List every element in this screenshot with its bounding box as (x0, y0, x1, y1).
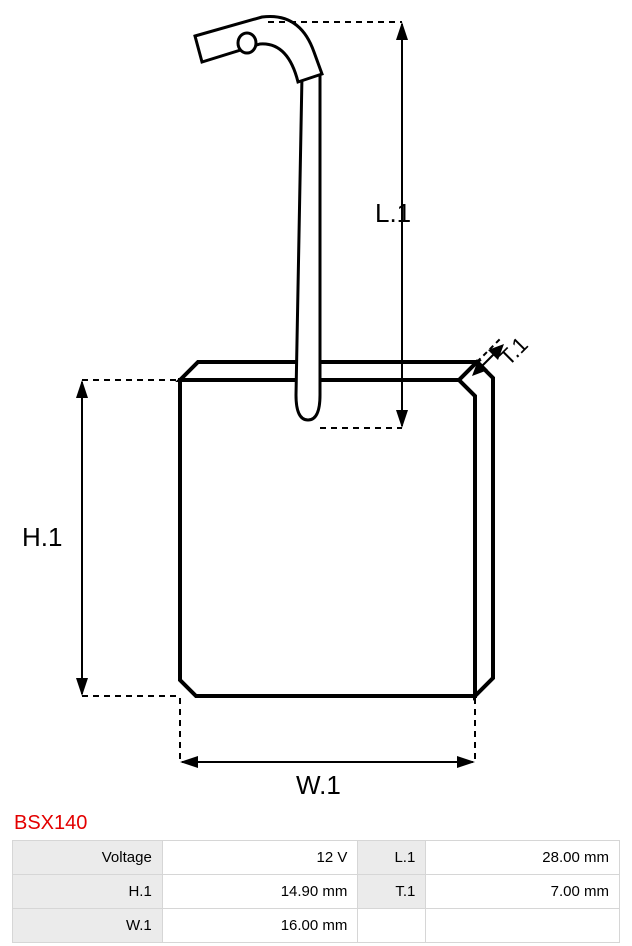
dimension-h1: H.1 (22, 380, 178, 696)
brush-top-face (180, 362, 477, 380)
spec-value-t1: 7.00 mm (426, 875, 620, 909)
spec-label-h1: H.1 (13, 875, 163, 909)
spec-empty-cell (426, 909, 620, 943)
brush-front-face (180, 380, 475, 696)
dimension-w1: W.1 (180, 698, 475, 800)
spec-label-l1: L.1 (358, 841, 426, 875)
lead-wire (296, 72, 320, 420)
technical-diagram: H.1 W.1 L.1 T.1 (0, 0, 632, 800)
terminal-hole (238, 33, 256, 53)
spec-label-voltage: Voltage (13, 841, 163, 875)
label-w1: W.1 (296, 770, 341, 800)
label-l1: L.1 (375, 198, 411, 228)
label-h1: H.1 (22, 522, 62, 552)
spec-value-l1: 28.00 mm (426, 841, 620, 875)
label-t1: T.1 (494, 332, 532, 370)
spec-value-w1: 16.00 mm (162, 909, 358, 943)
terminal-lug (195, 16, 322, 82)
table-row: Voltage 12 V L.1 28.00 mm (13, 841, 620, 875)
spec-value-h1: 14.90 mm (162, 875, 358, 909)
table-row: H.1 14.90 mm T.1 7.00 mm (13, 875, 620, 909)
spec-value-voltage: 12 V (162, 841, 358, 875)
table-row: W.1 16.00 mm (13, 909, 620, 943)
part-number: BSX140 (14, 812, 87, 835)
spec-empty-cell (358, 909, 426, 943)
specification-table: Voltage 12 V L.1 28.00 mm H.1 14.90 mm T… (12, 840, 620, 943)
spec-label-w1: W.1 (13, 909, 163, 943)
spec-label-t1: T.1 (358, 875, 426, 909)
